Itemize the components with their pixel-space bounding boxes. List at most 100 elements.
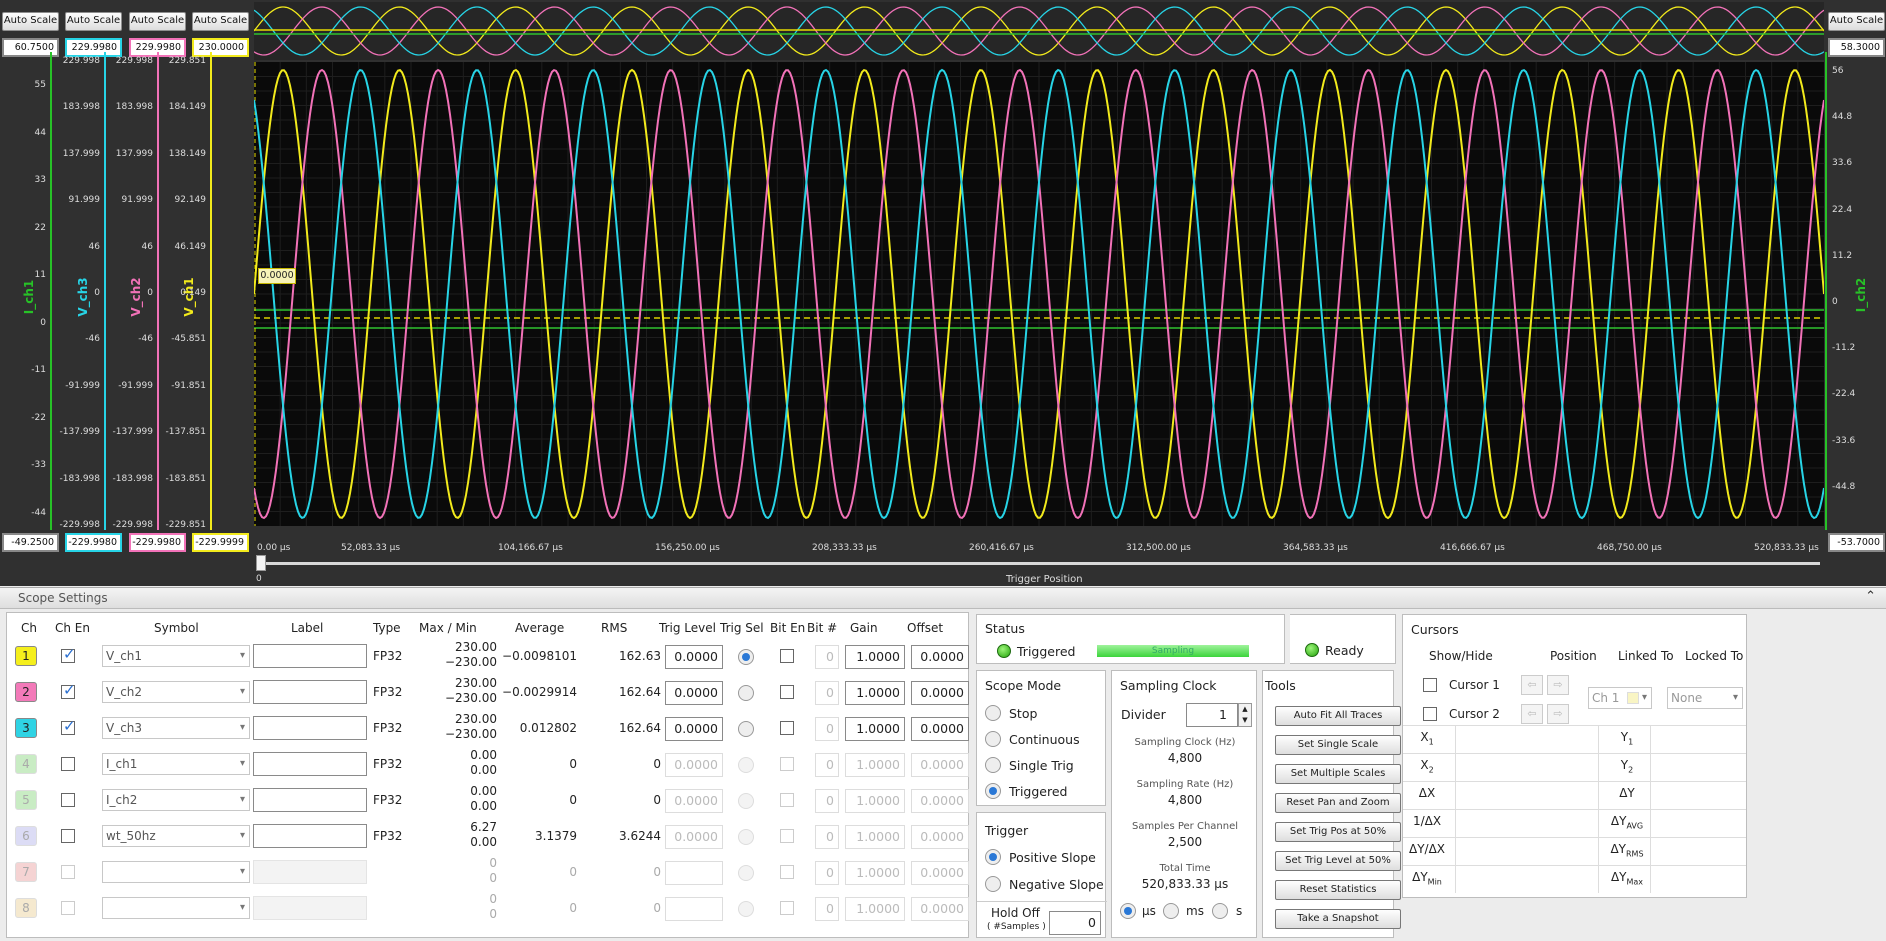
label-input[interactable] (253, 860, 367, 884)
trig-level-input[interactable] (665, 861, 723, 885)
trig-level-input[interactable]: 0.0000 (665, 753, 723, 777)
gain-input[interactable]: 1.0000 (845, 681, 905, 705)
plot-area[interactable]: 0.0000 (253, 62, 1825, 526)
bit-number-input[interactable]: 0 (815, 789, 839, 813)
bit-number-input[interactable]: 0 (815, 753, 839, 777)
trigger-level-flag[interactable]: 0.0000 (258, 268, 296, 284)
axis-max-i-ch1[interactable]: 60.7500 (2, 38, 59, 57)
scope-mode-continuous-radio[interactable] (985, 731, 1001, 747)
gain-input[interactable]: 1.0000 (845, 753, 905, 777)
trig-level-input[interactable]: 0.0000 (665, 717, 723, 741)
trigger-position-slider[interactable] (256, 555, 266, 571)
symbol-select[interactable] (102, 861, 250, 883)
trig-level-input[interactable]: 0.0000 (665, 825, 723, 849)
bit-number-input[interactable]: 0 (815, 681, 839, 705)
unit-ms-radio[interactable] (1163, 903, 1179, 919)
cursor-1-linked-select[interactable]: Ch 1 (1588, 687, 1652, 709)
bit-enable-checkbox[interactable] (780, 865, 794, 879)
gain-input[interactable]: 1.0000 (845, 825, 905, 849)
channel-enable-checkbox[interactable] (61, 865, 75, 879)
label-input[interactable] (253, 752, 367, 776)
axis-min-i-ch2[interactable]: -53.7000 (1828, 533, 1885, 552)
auto-scale-button-4[interactable]: Auto Scale (192, 12, 249, 31)
cursor-2-right-arrow-icon[interactable]: ⇨ (1547, 704, 1569, 724)
bit-number-input[interactable]: 0 (815, 861, 839, 885)
cursor-1-locked-select[interactable]: None (1667, 687, 1743, 709)
scope-mode-stop-radio[interactable] (985, 705, 1001, 721)
divider-input[interactable]: 1 (1186, 703, 1238, 727)
scope-mode-triggered-radio[interactable] (985, 783, 1001, 799)
bit-number-input[interactable]: 0 (815, 825, 839, 849)
set-trig-pos-at-50-button[interactable]: Set Trig Pos at 50% (1275, 822, 1401, 842)
axis-min-v-ch3[interactable]: -229.9980 (65, 533, 122, 552)
offset-input[interactable]: 0.0000 (911, 645, 969, 669)
channel-enable-checkbox[interactable]: ✓ (61, 645, 76, 663)
cursor-1-left-arrow-icon[interactable]: ⇦ (1521, 675, 1543, 695)
gain-input[interactable]: 1.0000 (845, 645, 905, 669)
symbol-select[interactable]: I_ch1 (102, 753, 250, 775)
symbol-select[interactable]: V_ch2 (102, 681, 250, 703)
bit-enable-checkbox[interactable] (780, 793, 794, 807)
offset-input[interactable]: 0.0000 (911, 825, 969, 849)
collapse-icon[interactable]: ⌃ (1865, 589, 1876, 604)
unit-us-radio[interactable] (1120, 903, 1136, 919)
symbol-select[interactable] (102, 897, 250, 919)
bit-enable-checkbox[interactable] (780, 685, 794, 699)
axis-max-v-ch1[interactable]: 230.0000 (192, 38, 249, 57)
axis-max-v-ch3[interactable]: 229.9980 (65, 38, 122, 57)
trig-select-radio[interactable] (738, 865, 754, 881)
trig-select-radio[interactable] (738, 757, 754, 773)
trig-select-radio[interactable] (738, 901, 754, 917)
unit-s-radio[interactable] (1212, 903, 1228, 919)
scope-settings-bar[interactable]: Scope Settings ⌃ (0, 587, 1886, 609)
offset-input[interactable]: 0.0000 (911, 717, 969, 741)
bit-number-input[interactable]: 0 (815, 897, 839, 921)
channel-enable-checkbox[interactable]: ✓ (61, 717, 76, 735)
symbol-select[interactable]: V_ch3 (102, 717, 250, 739)
symbol-select[interactable]: wt_50hz (102, 825, 250, 847)
trig-select-radio[interactable] (738, 793, 754, 809)
bit-number-input[interactable]: 0 (815, 645, 839, 669)
trig-level-input[interactable] (665, 897, 723, 921)
channel-enable-checkbox[interactable] (61, 829, 75, 843)
reset-statistics-button[interactable]: Reset Statistics (1275, 880, 1401, 900)
offset-input[interactable]: 0.0000 (911, 861, 969, 885)
set-single-scale-button[interactable]: Set Single Scale (1275, 735, 1401, 755)
positive-slope-radio[interactable] (985, 849, 1001, 865)
cursor-1-checkbox[interactable] (1423, 678, 1437, 692)
gain-input[interactable]: 1.0000 (845, 861, 905, 885)
gain-input[interactable]: 1.0000 (845, 789, 905, 813)
reset-pan-and-zoom-button[interactable]: Reset Pan and Zoom (1275, 793, 1401, 813)
label-input[interactable] (253, 896, 367, 920)
bit-enable-checkbox[interactable] (780, 721, 794, 735)
holdoff-input[interactable]: 0 (1049, 911, 1101, 935)
label-input[interactable] (253, 824, 367, 848)
trig-level-input[interactable]: 0.0000 (665, 789, 723, 813)
trig-select-radio[interactable] (738, 721, 754, 737)
axis-min-v-ch1[interactable]: -229.9999 (192, 533, 249, 552)
trig-level-input[interactable]: 0.0000 (665, 645, 723, 669)
auto-scale-button-right[interactable]: Auto Scale (1828, 12, 1885, 31)
gain-input[interactable]: 1.0000 (845, 897, 905, 921)
divider-spinner[interactable]: ▲ ▼ (1238, 703, 1252, 727)
channel-enable-checkbox[interactable] (61, 793, 75, 807)
axis-min-i-ch1[interactable]: -49.2500 (2, 533, 59, 552)
label-input[interactable] (253, 644, 367, 668)
trig-select-radio[interactable] (738, 649, 754, 665)
scope-mode-single-trig-radio[interactable] (985, 757, 1001, 773)
set-multiple-scales-button[interactable]: Set Multiple Scales (1275, 764, 1401, 784)
offset-input[interactable]: 0.0000 (911, 789, 969, 813)
trig-select-radio[interactable] (738, 685, 754, 701)
label-input[interactable] (253, 716, 367, 740)
channel-enable-checkbox[interactable] (61, 757, 75, 771)
bit-enable-checkbox[interactable] (780, 829, 794, 843)
symbol-select[interactable]: I_ch2 (102, 789, 250, 811)
label-input[interactable] (253, 680, 367, 704)
auto-scale-button-2[interactable]: Auto Scale (65, 12, 122, 31)
symbol-select[interactable]: V_ch1 (102, 645, 250, 667)
axis-min-v-ch2[interactable]: -229.9980 (129, 533, 186, 552)
channel-enable-checkbox[interactable] (61, 901, 75, 915)
channel-enable-checkbox[interactable]: ✓ (61, 681, 76, 699)
set-trig-level-at-50-button[interactable]: Set Trig Level at 50% (1275, 851, 1401, 871)
label-input[interactable] (253, 788, 367, 812)
